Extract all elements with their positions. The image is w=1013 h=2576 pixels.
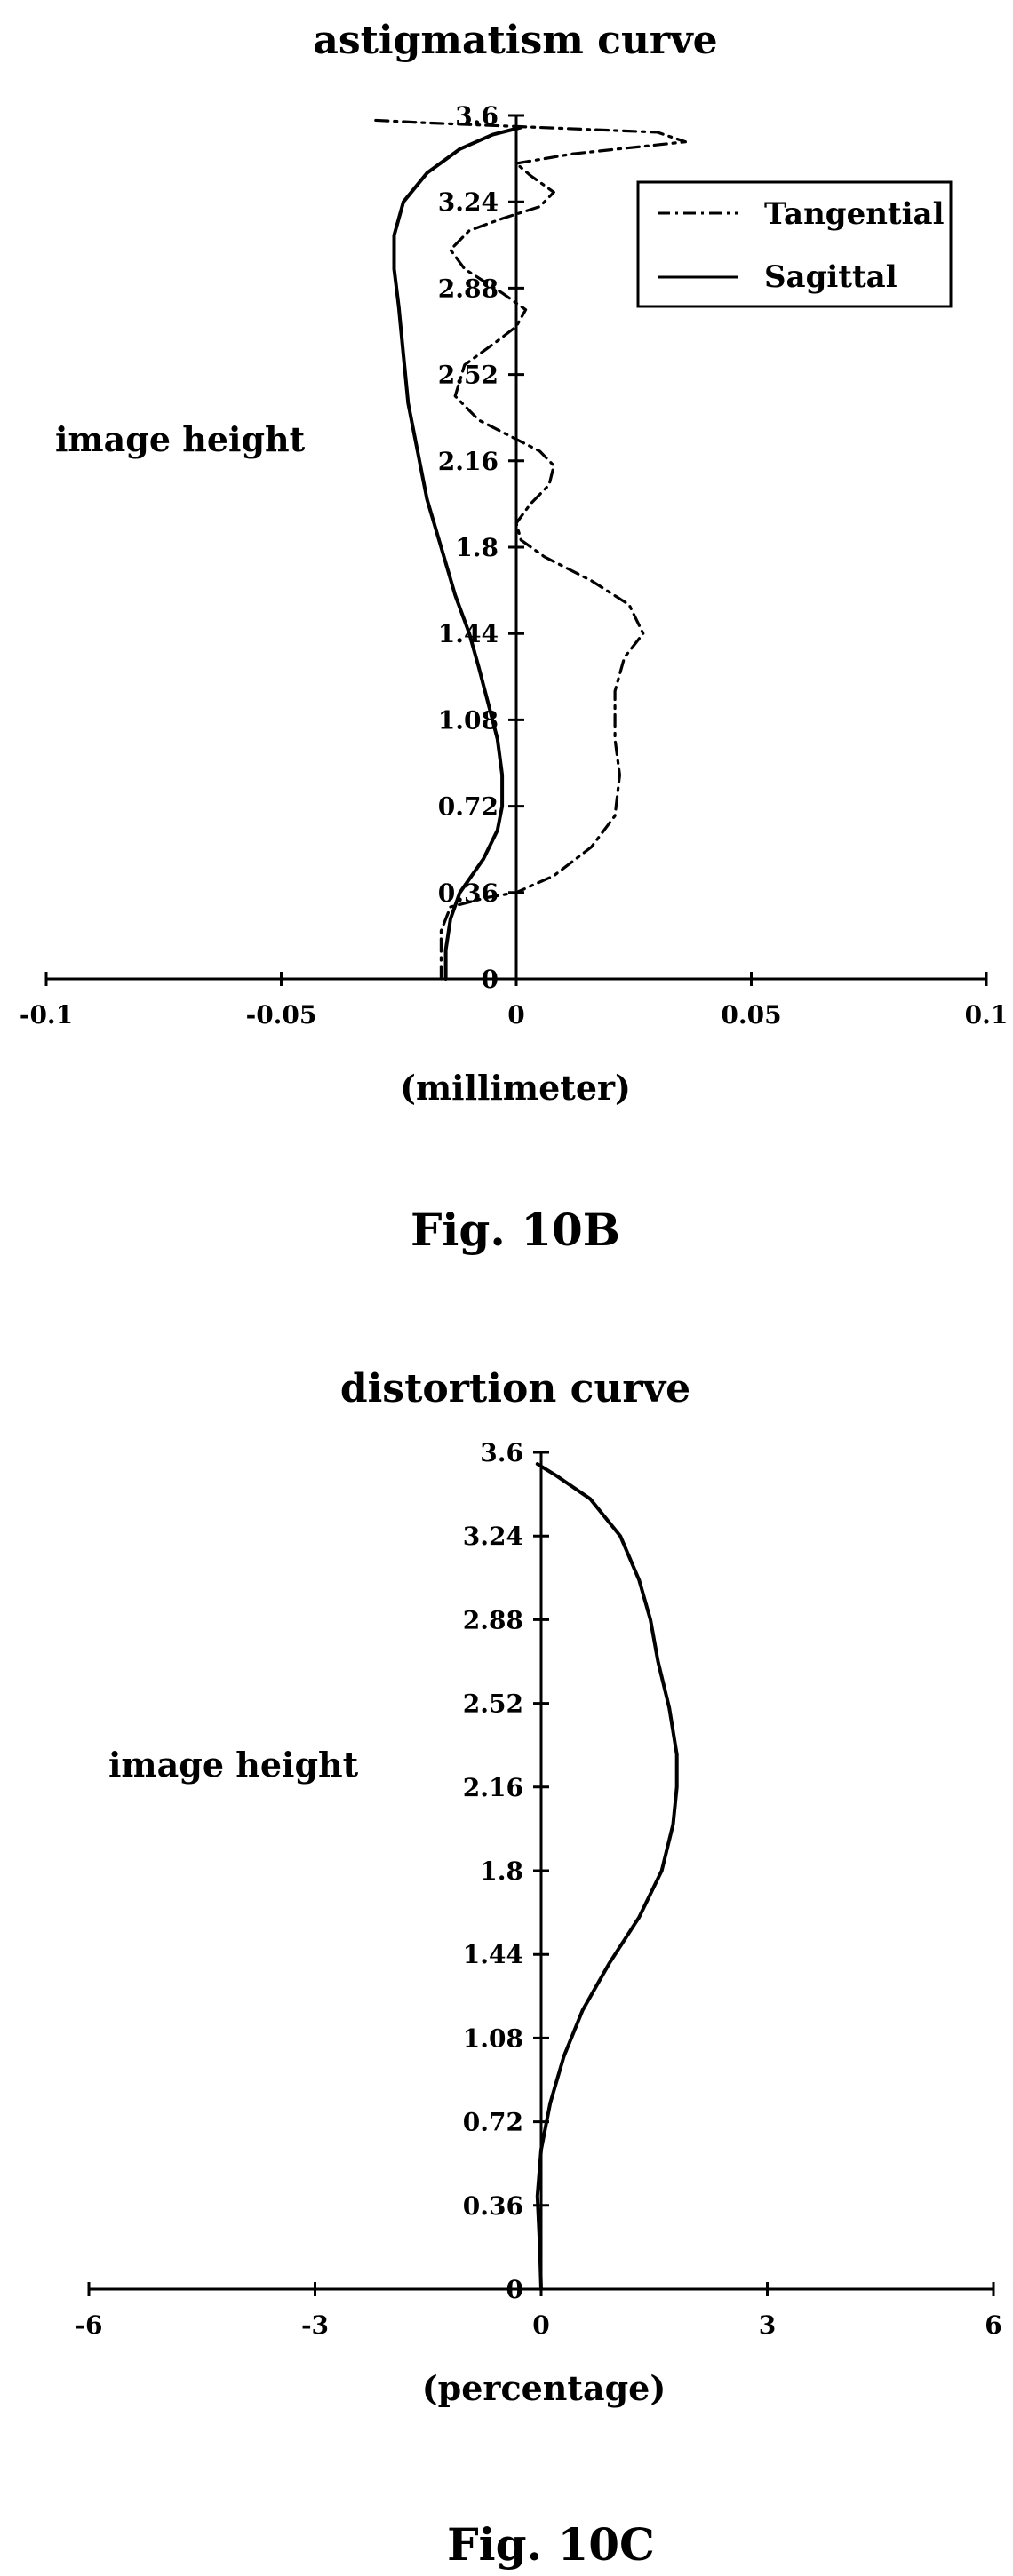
x-tick-label: 3 (759, 2310, 776, 2340)
y-tick-label: 3.24 (463, 1522, 523, 1551)
series-line (535, 1462, 679, 2291)
series-line-sagittal (392, 125, 523, 981)
x-tick-label: -0.05 (246, 1000, 317, 1030)
y-tick-label: 2.88 (438, 274, 499, 303)
y-tick-label: 0.36 (463, 2191, 523, 2221)
y-axis-label: image height (55, 419, 306, 459)
x-tick-label: 6 (985, 2310, 1001, 2340)
y-tick-label: 2.16 (463, 1773, 523, 1802)
y-tick-label: 3.24 (438, 187, 499, 217)
legend-label-sagittal: Sagittal (764, 259, 897, 295)
y-tick-label: 0.72 (438, 792, 499, 822)
y-tick-label: 0 (506, 2275, 523, 2304)
distortion-chart: distortion curve image height -6 -3 0 3 6 0 0.… (75, 1366, 1001, 2571)
plot-area: -6 -3 0 3 6 0 0.36 0.72 1.08 1.44 1.8 2.16 2.52 2.88 3… (75, 1438, 1001, 2340)
y-tick-label: 1.8 (455, 533, 499, 562)
y-tick-label: 3.6 (480, 1438, 523, 1467)
legend-box (636, 180, 953, 308)
x-tick-label: 0.05 (721, 1000, 781, 1030)
legend: Tangential Sagittal (636, 180, 953, 308)
x-tick-label: -0.1 (20, 1000, 73, 1030)
y-tick-label: 2.52 (463, 1690, 523, 1719)
y-tick-label: 0 (482, 965, 499, 994)
series-line-tangential (373, 118, 687, 981)
y-tick-label: 1.8 (480, 1856, 523, 1886)
figure-caption: Fig. 10C (447, 2518, 655, 2571)
y-tick-label: 1.44 (463, 1940, 523, 1969)
x-tick-label: 0 (507, 1000, 524, 1030)
y-tick-label: 2.52 (438, 361, 499, 390)
chart-title: astigmatism curve (313, 18, 717, 63)
plot-area: -0.1 -0.05 0 0.05 0.100.360.721.081.441.82.1… (20, 101, 1009, 1030)
legend-label-tangential: Tangential (764, 196, 945, 232)
figure-caption: Fig. 10B (411, 1204, 620, 1256)
x-tick-label: 0.1 (965, 1000, 1009, 1030)
y-tick-label: 0.72 (463, 2108, 523, 2137)
chart-title: distortion curve (340, 1366, 690, 1411)
y-axis-label: image height (108, 1745, 359, 1785)
y-tick-label: 2.16 (438, 447, 499, 476)
x-axis-label: (millimeter) (400, 1068, 631, 1108)
x-axis-label: (percentage) (422, 2368, 666, 2408)
y-tick-label: 1.08 (463, 2023, 523, 2053)
x-tick-label: 0 (532, 2310, 549, 2340)
y-tick-label: 2.88 (463, 1605, 523, 1634)
x-tick-label: -3 (301, 2310, 329, 2340)
astigmatism-chart: astigmatism curve image height -0.1 -0.05… (20, 18, 1009, 1256)
x-tick-label: -6 (75, 2310, 102, 2340)
